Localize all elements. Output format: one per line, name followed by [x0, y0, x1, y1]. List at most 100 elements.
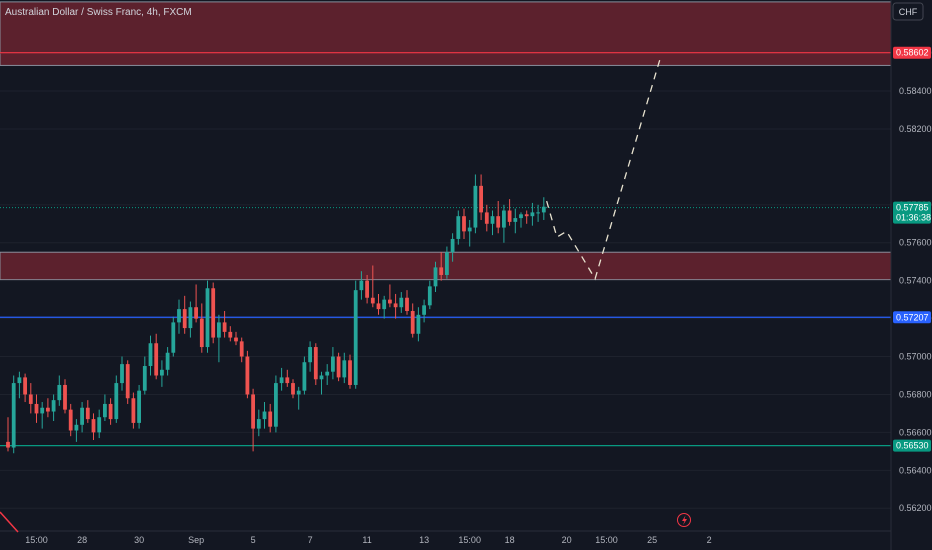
candle[interactable] — [199, 303, 204, 353]
candle[interactable] — [439, 252, 444, 281]
candle[interactable] — [28, 383, 33, 414]
candle[interactable] — [433, 261, 438, 293]
candle[interactable] — [399, 292, 404, 313]
candle[interactable] — [165, 347, 170, 376]
candle[interactable] — [108, 398, 113, 425]
candle[interactable] — [422, 299, 426, 323]
candle[interactable] — [120, 356, 124, 391]
upper-zone[interactable] — [0, 1, 892, 66]
candle[interactable] — [496, 201, 501, 234]
candle[interactable] — [23, 373, 27, 403]
candle[interactable] — [502, 204, 506, 243]
candle[interactable] — [182, 295, 187, 334]
candle[interactable] — [137, 384, 141, 429]
candle[interactable] — [302, 356, 307, 395]
candle[interactable] — [319, 371, 324, 395]
candle[interactable] — [445, 246, 449, 279]
candle[interactable] — [125, 360, 130, 404]
candle[interactable] — [382, 295, 387, 319]
candle[interactable] — [142, 356, 147, 395]
candle[interactable] — [85, 400, 90, 423]
candle[interactable] — [91, 413, 96, 440]
candle[interactable] — [11, 375, 16, 454]
candle[interactable] — [160, 360, 164, 387]
candle[interactable] — [365, 274, 369, 304]
candle[interactable] — [57, 375, 62, 406]
candle[interactable] — [262, 402, 267, 429]
candle[interactable] — [177, 299, 181, 334]
candle[interactable] — [211, 282, 216, 344]
candle[interactable] — [256, 409, 261, 437]
candle[interactable] — [114, 375, 119, 423]
candle[interactable] — [331, 347, 335, 380]
candle[interactable] — [154, 333, 159, 380]
candle[interactable] — [217, 314, 221, 363]
candle[interactable] — [51, 394, 56, 422]
candle[interactable] — [194, 284, 198, 323]
candle[interactable] — [519, 212, 523, 228]
candle[interactable] — [80, 402, 84, 433]
candle[interactable] — [46, 398, 50, 418]
candle[interactable] — [376, 293, 381, 315]
candle[interactable] — [484, 204, 489, 232]
candle[interactable] — [222, 311, 227, 338]
candle[interactable] — [456, 210, 461, 245]
candle[interactable] — [530, 202, 535, 226]
candle[interactable] — [171, 316, 176, 357]
candle[interactable] — [63, 379, 67, 414]
candle[interactable] — [479, 174, 483, 220]
candle[interactable] — [388, 284, 392, 308]
candle[interactable] — [205, 280, 210, 353]
candle[interactable] — [239, 337, 244, 363]
candle[interactable] — [370, 265, 375, 308]
lower-support-tag[interactable]: 0.56530 — [893, 439, 931, 452]
candle[interactable] — [97, 409, 102, 439]
candle[interactable] — [342, 352, 347, 384]
candle[interactable] — [393, 293, 398, 319]
candle[interactable] — [348, 354, 352, 389]
candle[interactable] — [228, 326, 233, 342]
price-axis-panel[interactable] — [891, 0, 932, 550]
lightning-icon[interactable] — [677, 513, 691, 527]
candle[interactable] — [74, 419, 79, 442]
candle[interactable] — [325, 364, 330, 385]
candle[interactable] — [279, 367, 284, 391]
candle[interactable] — [473, 174, 478, 234]
candle[interactable] — [513, 208, 518, 234]
candle[interactable] — [507, 199, 512, 226]
candle[interactable] — [268, 403, 273, 433]
candle[interactable] — [40, 402, 45, 429]
candle[interactable] — [291, 379, 295, 399]
candle[interactable] — [541, 197, 546, 220]
candle[interactable] — [34, 394, 39, 423]
candle[interactable] — [490, 210, 495, 236]
candle[interactable] — [17, 371, 22, 399]
candle[interactable] — [188, 301, 193, 338]
candle[interactable] — [234, 331, 238, 346]
candle[interactable] — [405, 290, 409, 315]
candle[interactable] — [313, 343, 318, 385]
candle[interactable] — [251, 388, 255, 452]
candle[interactable] — [245, 350, 250, 399]
candle[interactable] — [524, 210, 529, 224]
candle[interactable] — [536, 204, 540, 222]
candle[interactable] — [103, 394, 107, 422]
candle[interactable] — [296, 386, 301, 410]
candle[interactable] — [359, 271, 364, 300]
candle[interactable] — [427, 280, 432, 310]
candle[interactable] — [410, 303, 415, 338]
candle[interactable] — [462, 208, 466, 239]
candle[interactable] — [308, 341, 312, 372]
candle[interactable] — [68, 403, 73, 437]
middle-support-tag[interactable]: 0.57207 — [893, 311, 931, 324]
candle[interactable] — [450, 233, 455, 262]
candle[interactable] — [416, 307, 421, 342]
upper-resistance-tag[interactable]: 0.58602 — [893, 46, 931, 59]
candle[interactable] — [148, 335, 153, 376]
candle[interactable] — [353, 280, 358, 389]
candle[interactable] — [336, 352, 341, 382]
candle[interactable] — [131, 392, 136, 429]
